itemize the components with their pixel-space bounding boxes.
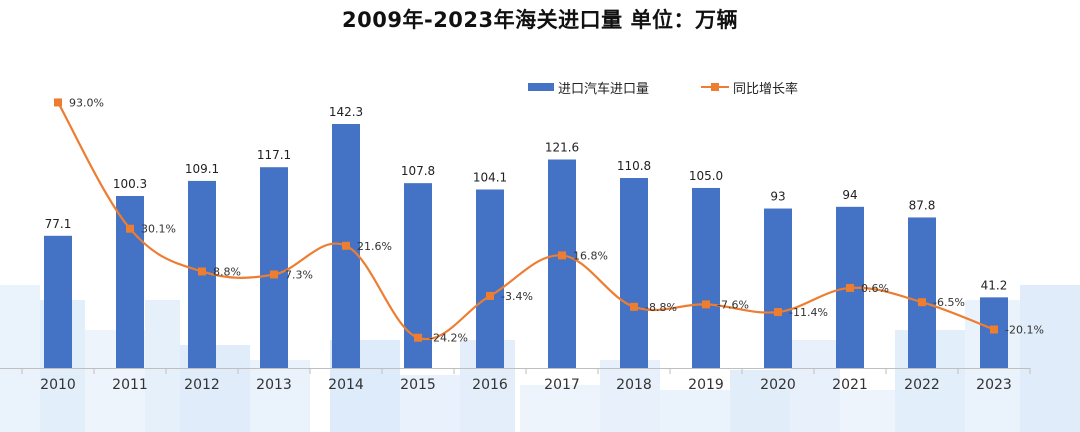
x-tick-label: 2011 xyxy=(112,377,148,393)
growth-rate-marker xyxy=(486,291,494,300)
growth-rate-marker xyxy=(54,98,62,107)
growth-rate-marker xyxy=(270,270,278,279)
x-tick-label: 2012 xyxy=(184,377,220,393)
bar xyxy=(764,208,792,368)
growth-rate-label: -20.1% xyxy=(1005,324,1044,337)
bar xyxy=(620,178,648,368)
growth-rate-label: -11.4% xyxy=(789,306,828,319)
bar xyxy=(908,217,936,368)
growth-rate-marker xyxy=(198,267,206,276)
growth-rate-label: -8.8% xyxy=(645,301,677,314)
x-tick-label: 2014 xyxy=(328,377,364,393)
bar-value-label: 142.3 xyxy=(329,105,363,119)
growth-rate-label: -6.5% xyxy=(933,296,965,309)
x-tick-label: 2017 xyxy=(544,377,580,393)
x-tick-label: 2021 xyxy=(832,377,868,393)
growth-rate-marker xyxy=(558,251,566,260)
x-tick-label: 2018 xyxy=(616,377,652,393)
bar-value-label: 107.8 xyxy=(401,164,435,178)
growth-rate-marker xyxy=(918,298,926,307)
x-tick-label: 2022 xyxy=(904,377,940,393)
growth-rate-label: 8.8% xyxy=(213,265,241,278)
growth-rate-label: -3.4% xyxy=(501,290,533,303)
growth-rate-marker xyxy=(846,283,854,292)
legend-item-line: 同比增长率 xyxy=(701,78,798,97)
growth-rate-label: 7.3% xyxy=(285,268,313,281)
growth-rate-label: 30.1% xyxy=(141,223,176,236)
bar-value-label: 105.0 xyxy=(689,169,723,183)
bar xyxy=(44,235,72,368)
legend-line-marker xyxy=(711,83,720,91)
bar-value-label: 41.2 xyxy=(981,278,1008,292)
bar-value-label: 77.1 xyxy=(45,217,72,231)
bar-value-label: 117.1 xyxy=(257,148,291,162)
bar-value-label: 109.1 xyxy=(185,162,219,176)
legend-bar-swatch xyxy=(528,83,554,91)
bar-value-label: 110.8 xyxy=(617,159,651,173)
bar-value-label: 93 xyxy=(770,190,785,204)
growth-rate-marker xyxy=(342,241,350,250)
x-tick-label: 2023 xyxy=(976,377,1012,393)
bar xyxy=(548,159,576,368)
growth-rate-label: -24.2% xyxy=(429,332,468,345)
growth-rate-label: -7.6% xyxy=(717,298,749,311)
bar-value-label: 104.1 xyxy=(473,171,507,185)
bar-value-label: 94 xyxy=(842,188,857,202)
legend-line-swatch xyxy=(701,83,730,91)
growth-rate-label: 16.8% xyxy=(573,249,608,262)
legend: 进口汽车进口量 同比增长率 xyxy=(528,77,850,97)
growth-rate-marker xyxy=(702,300,710,309)
bar xyxy=(260,167,288,368)
x-tick-label: 2019 xyxy=(688,377,724,393)
growth-rate-label: 21.6% xyxy=(357,240,392,253)
bar xyxy=(116,196,144,368)
x-tick-label: 2020 xyxy=(760,377,796,393)
growth-rate-marker xyxy=(414,333,422,342)
bar-value-label: 87.8 xyxy=(909,198,936,212)
bar-value-label: 121.6 xyxy=(545,140,579,154)
bar xyxy=(692,187,720,368)
bar-value-label: 100.3 xyxy=(113,177,147,191)
legend-line-label: 同比增长率 xyxy=(733,81,799,97)
x-tick-label: 2013 xyxy=(256,377,292,393)
growth-rate-label: 93.0% xyxy=(69,96,104,109)
growth-rate-marker xyxy=(774,308,782,317)
growth-rate-marker xyxy=(126,224,134,233)
x-tick-label: 2010 xyxy=(40,377,76,393)
x-tick-label: 2016 xyxy=(472,377,508,393)
x-tick-label: 2015 xyxy=(400,377,436,393)
chart-title: 2009年-2023年海关进口量 单位：万辆 xyxy=(342,8,738,32)
growth-rate-label: 0.6% xyxy=(861,282,889,295)
legend-bar-label: 进口汽车进口量 xyxy=(558,81,650,97)
bar xyxy=(476,189,504,368)
growth-rate-marker xyxy=(990,325,998,334)
legend-item-bar: 进口汽车进口量 xyxy=(528,78,649,97)
growth-rate-marker xyxy=(630,302,638,311)
